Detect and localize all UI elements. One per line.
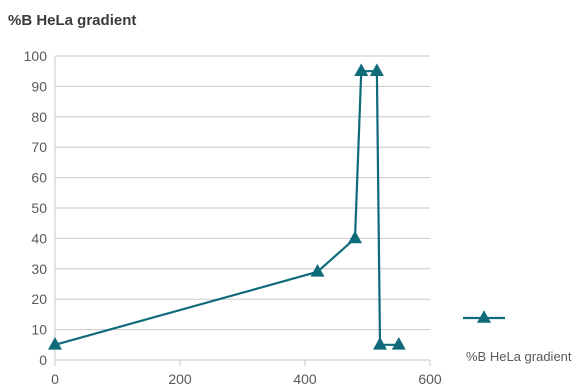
y-tick-label: 70 bbox=[31, 139, 47, 155]
x-tick-label: 600 bbox=[418, 371, 442, 387]
legend-label: %B HeLa gradient bbox=[466, 349, 572, 364]
chart-title: %B HeLa gradient bbox=[8, 12, 136, 29]
x-tick-label: 400 bbox=[293, 371, 317, 387]
data-point-marker bbox=[310, 264, 325, 277]
data-point-marker bbox=[391, 336, 406, 350]
series-layer bbox=[48, 63, 406, 350]
data-point-marker bbox=[373, 336, 387, 350]
y-tick-label: 90 bbox=[31, 78, 47, 94]
axis-layer: 0 10 20 30 40 50 60 70 80 90 100 0 200 400 600 bbox=[24, 48, 442, 387]
data-point-marker bbox=[369, 63, 384, 76]
grid-layer bbox=[55, 55, 430, 361]
data-point-marker bbox=[354, 63, 369, 76]
y-tick-label: 50 bbox=[31, 200, 47, 216]
y-tick-label: 30 bbox=[31, 261, 47, 277]
y-tick-label: 40 bbox=[31, 230, 47, 246]
y-tick-label: 0 bbox=[39, 352, 47, 368]
legend-marker bbox=[477, 310, 491, 323]
x-tick-label: 200 bbox=[168, 371, 192, 387]
y-tick-label: 80 bbox=[31, 109, 47, 125]
data-point-marker bbox=[48, 336, 62, 350]
y-tick-label: 60 bbox=[31, 170, 47, 186]
y-tick-label: 20 bbox=[31, 291, 47, 307]
x-tick-label: 0 bbox=[51, 371, 59, 387]
y-tick-label: 100 bbox=[24, 48, 48, 64]
data-point-marker bbox=[348, 230, 362, 244]
legend: %B HeLa gradient bbox=[463, 310, 572, 364]
y-tick-label: 10 bbox=[31, 322, 47, 338]
